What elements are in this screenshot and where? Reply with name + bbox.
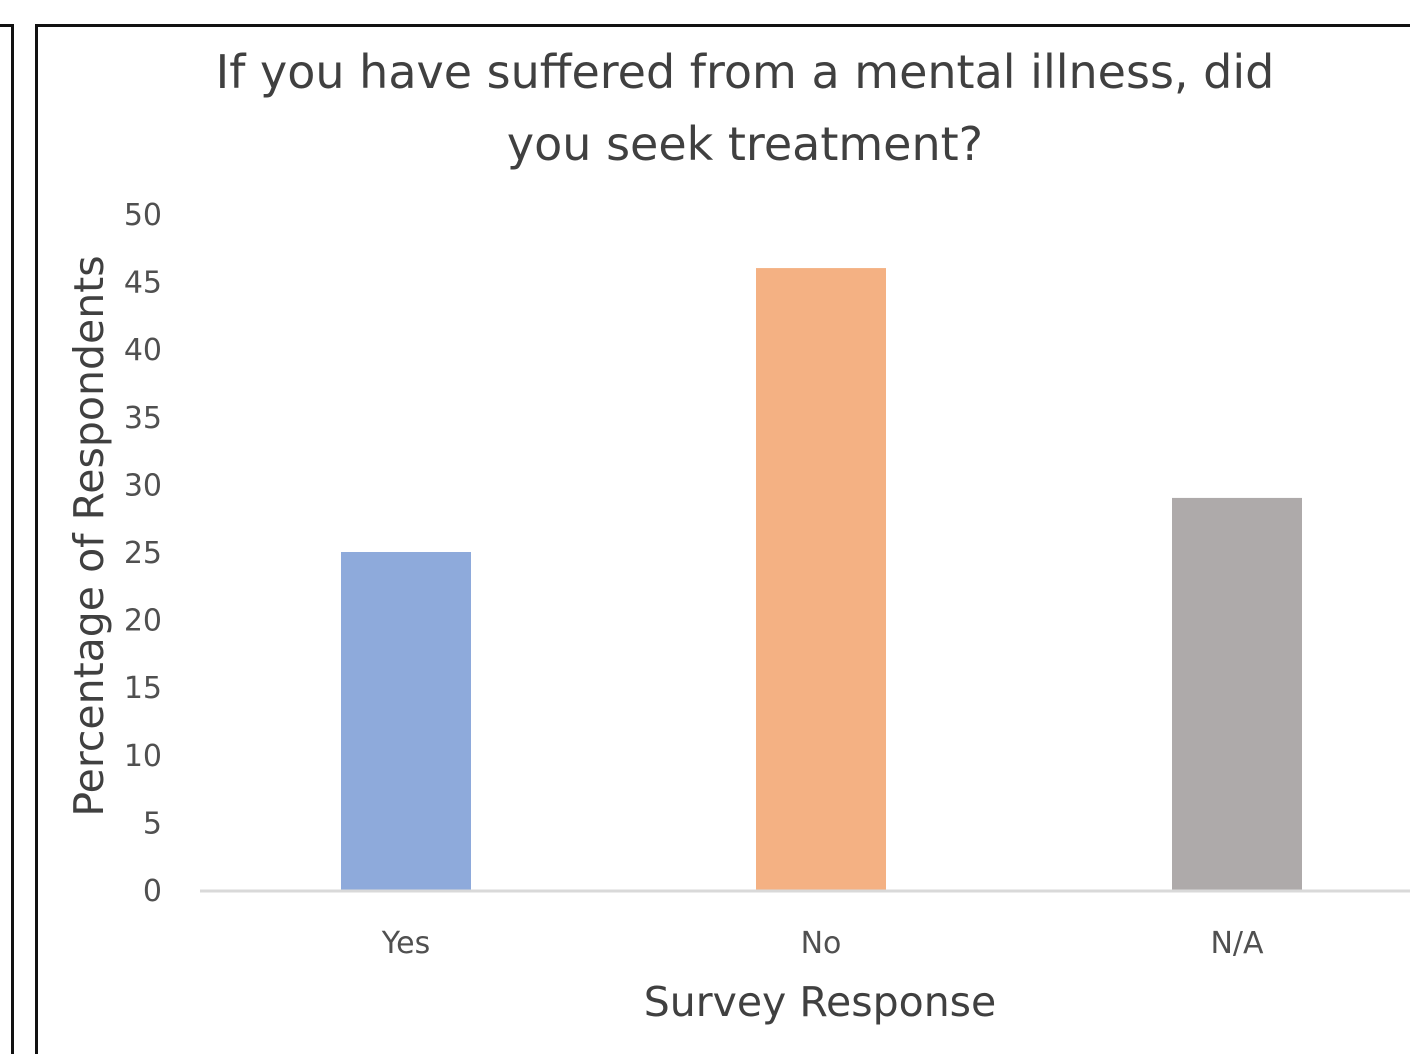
y-tick-label: 35 xyxy=(124,401,162,436)
y-tick-label: 0 xyxy=(143,874,162,909)
y-tick-label: 10 xyxy=(124,739,162,774)
y-axis-tick-labels: 0 5 10 15 20 25 30 35 40 45 50 xyxy=(124,198,162,909)
y-axis-title: Percentage of Respondents xyxy=(65,255,113,816)
y-tick-label: 15 xyxy=(124,671,162,706)
bar-yes xyxy=(341,552,471,890)
y-tick-label: 5 xyxy=(143,806,162,841)
x-category-label: N/A xyxy=(1210,926,1264,961)
figure-border xyxy=(35,24,1410,1054)
y-tick-label: 45 xyxy=(124,266,162,301)
chart-title-line-1: If you have suffered from a mental illne… xyxy=(216,45,1275,99)
y-tick-label: 30 xyxy=(124,468,162,503)
x-axis-category-labels: Yes No N/A xyxy=(381,926,1264,961)
y-tick-label: 20 xyxy=(124,604,162,639)
bar-na xyxy=(1172,497,1302,890)
chart-title-line-2: you seek treatment? xyxy=(507,117,983,171)
adjacent-figure-border xyxy=(0,24,14,1054)
y-tick-label: 40 xyxy=(124,333,162,368)
x-category-label: No xyxy=(801,926,842,961)
y-tick-label: 50 xyxy=(124,198,162,233)
bars xyxy=(341,268,1302,891)
x-category-label: Yes xyxy=(381,926,430,961)
x-axis-title: Survey Response xyxy=(644,978,997,1026)
bar-no xyxy=(756,268,886,891)
y-tick-label: 25 xyxy=(124,536,162,571)
